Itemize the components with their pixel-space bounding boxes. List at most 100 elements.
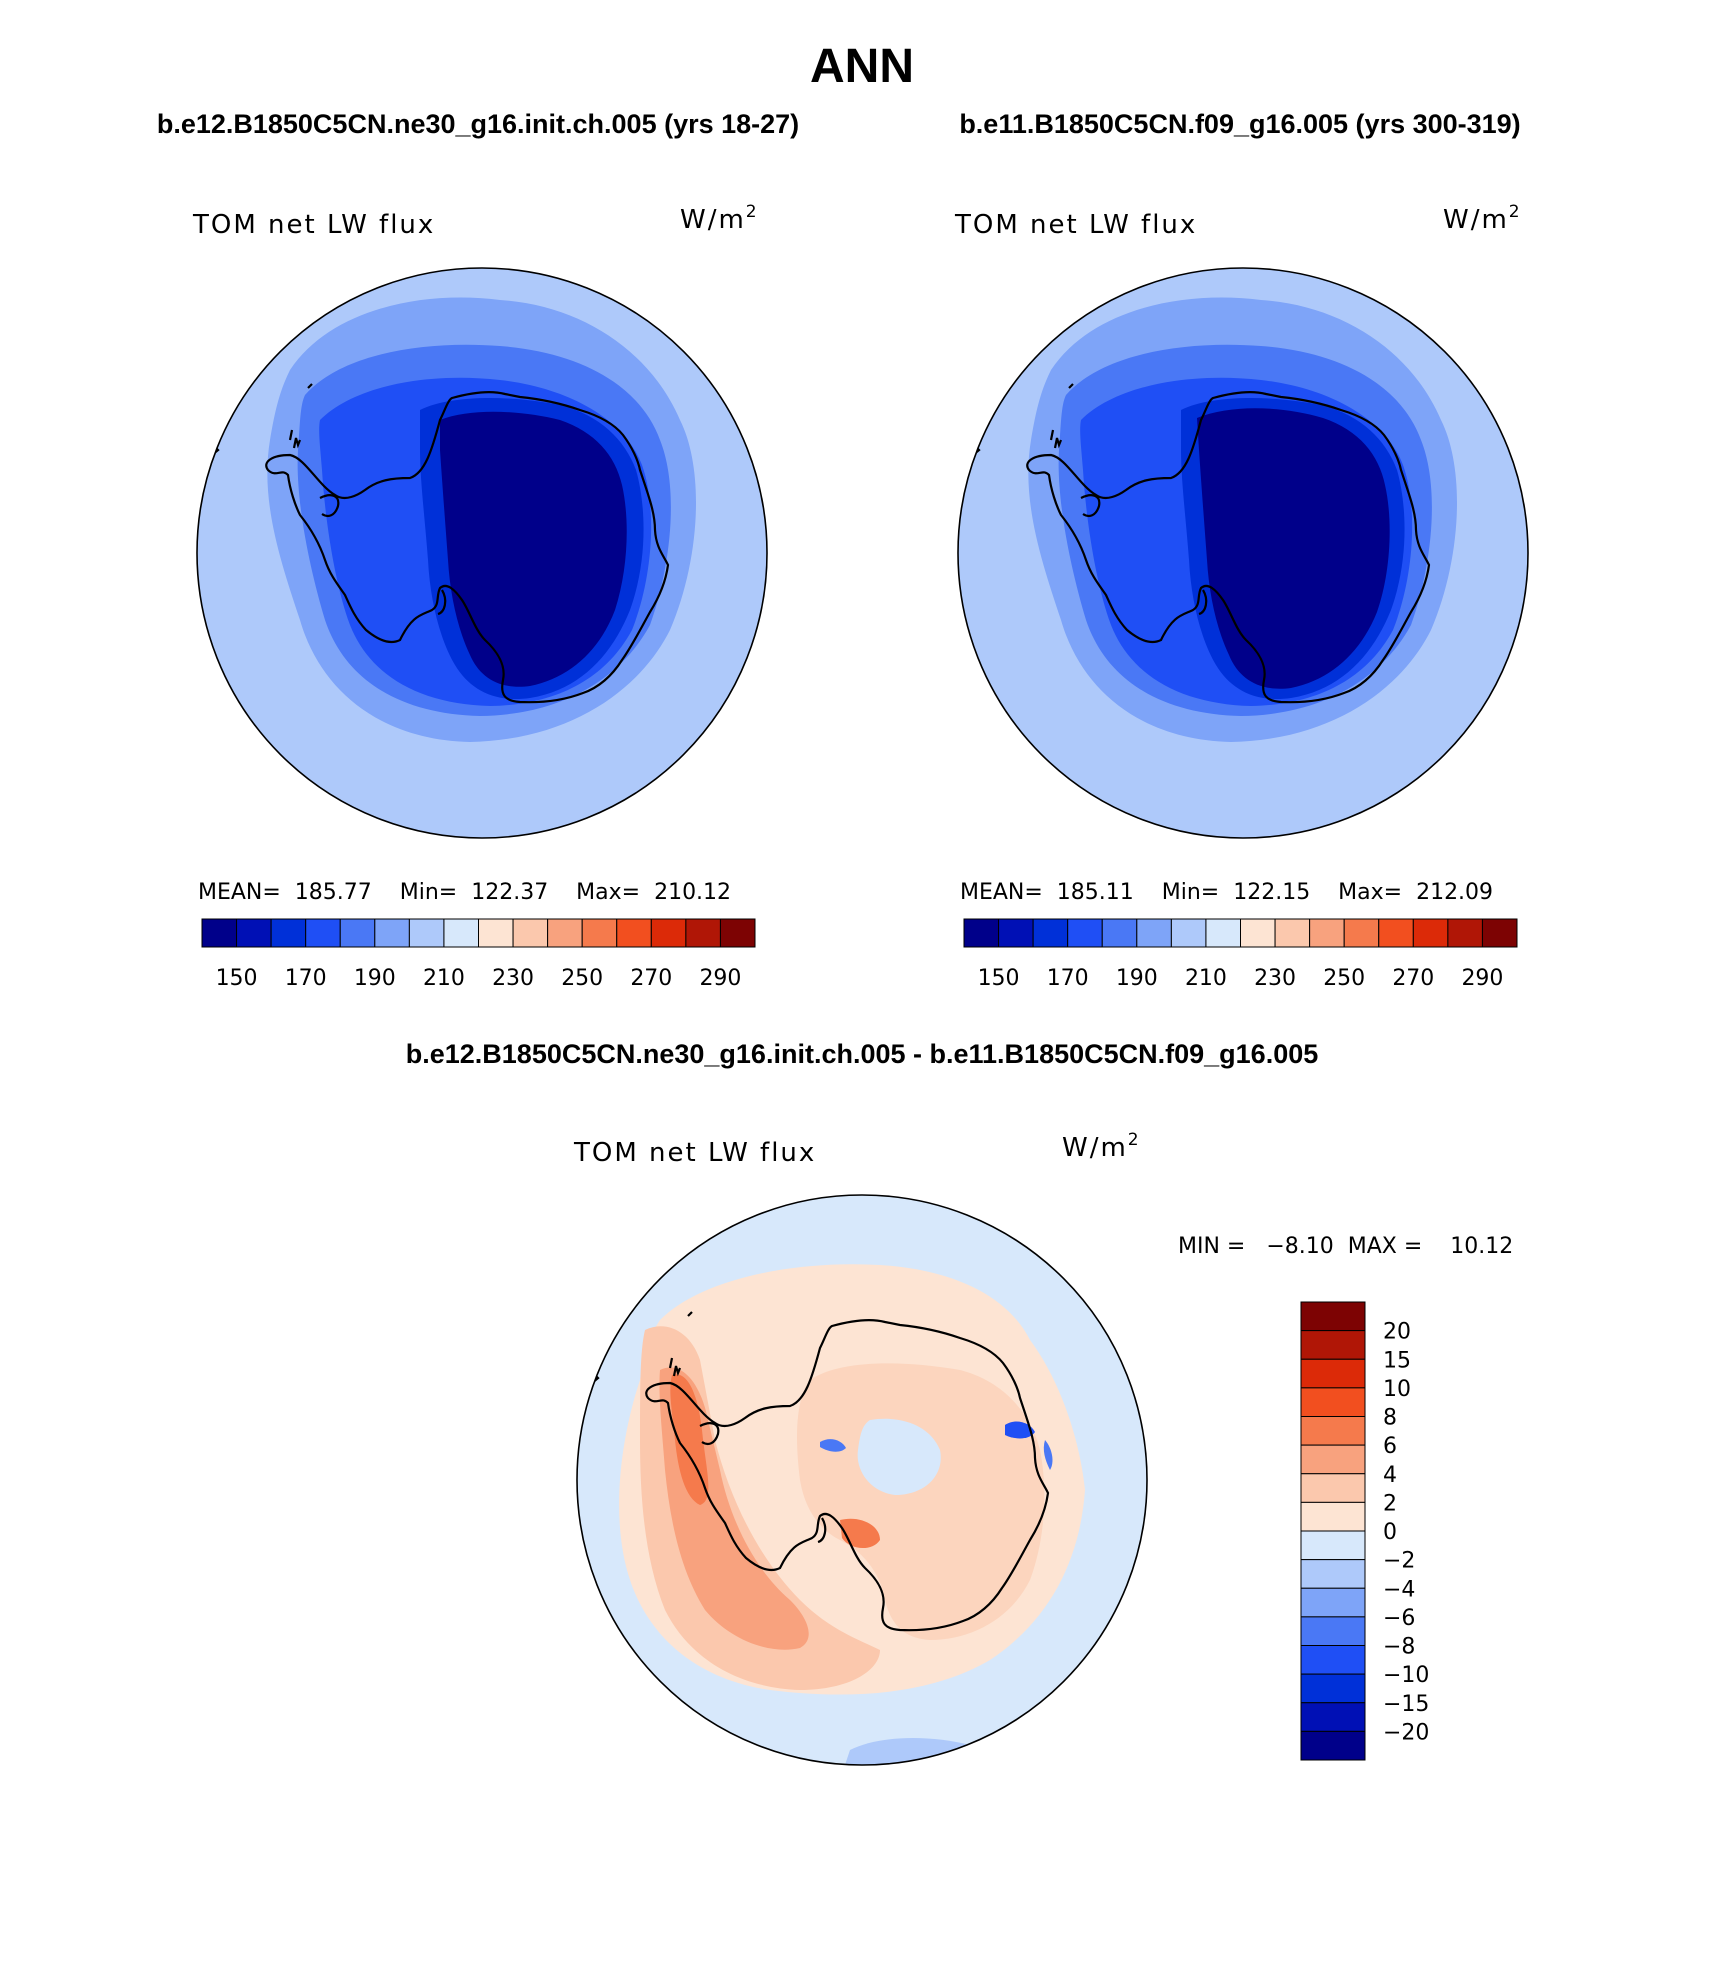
left-colorbar-box: [616, 918, 652, 948]
right-colorbar-box: [1412, 918, 1449, 948]
diff-colorbar-box: [1300, 1416, 1366, 1446]
left-panel: TOM net LW flux W/m2 MEAN= 185.77 Min= 1…: [192, 202, 768, 991]
right-colorbar-box: [1101, 918, 1138, 948]
diff-colorbar-tick-label: −20: [1383, 1720, 1429, 1745]
diff-colorbar-tick-label: −4: [1383, 1577, 1415, 1602]
left-colorbar-tick-label: 210: [423, 966, 465, 991]
left-colorbar-box: [270, 918, 307, 948]
right-colorbar-tick-label: 230: [1254, 966, 1296, 991]
diff-colorbar-box: [1300, 1358, 1366, 1389]
right-colorbar-box: [998, 918, 1034, 948]
diff-colorbar-box: [1300, 1330, 1366, 1360]
diff-colorbar-box: [1300, 1530, 1366, 1561]
right-colorbar-tick-label: 270: [1392, 966, 1434, 991]
right-stats: MEAN= 185.11 Min= 122.15 Max= 212.09: [960, 880, 1493, 905]
diff-colorbar-tick-label: 10: [1383, 1377, 1411, 1402]
right-colorbar-tick-label: 190: [1116, 966, 1158, 991]
diff-colorbar-box: [1300, 1645, 1366, 1675]
left-colorbar-box: [581, 918, 618, 948]
right-colorbar-tick-label: 210: [1185, 966, 1227, 991]
right-colorbar-box: [1447, 918, 1483, 948]
diff-colorbar-box: [1300, 1587, 1366, 1618]
right-colorbar-box: [1240, 918, 1276, 948]
difference-map: [577, 1195, 1147, 1765]
diff-colorbar-tick-label: −8: [1383, 1635, 1415, 1660]
left-map: [197, 268, 767, 838]
right-colorbar-tick-label: 250: [1323, 966, 1365, 991]
left-colorbar-box: [443, 918, 479, 948]
left-colorbar-tick-label: 250: [561, 966, 603, 991]
diff-colorbar-box: [1300, 1444, 1366, 1475]
diff-colorbar-box: [1300, 1473, 1366, 1503]
diff-colorbar-tick-label: −6: [1383, 1606, 1415, 1631]
right-colorbar-box: [1378, 918, 1414, 948]
left-colorbar-tick-label: 270: [630, 966, 672, 991]
left-stats: MEAN= 185.77 Min= 122.37 Max= 210.12: [198, 880, 731, 905]
left-colorbar: 150 170 190 210 230 250 270 290: [201, 918, 756, 991]
diff-colorbar-box: [1300, 1702, 1366, 1732]
right-colorbar-box: [1067, 918, 1103, 948]
difference-panel: TOM net LW flux W/m2 MIN = −8.10 MAX = 1…: [573, 1130, 1513, 1766]
right-colorbar-box: [1481, 918, 1518, 948]
left-colorbar-box: [201, 918, 238, 948]
right-colorbar-tick-label: 150: [978, 966, 1020, 991]
diff-colorbar-tick-label: 2: [1383, 1491, 1397, 1516]
right-colorbar-tick-label: 290: [1461, 966, 1503, 991]
right-colorbar-box: [1205, 918, 1241, 948]
diff-variable-label: TOM net LW flux: [573, 1138, 816, 1168]
left-colorbar-box: [512, 918, 549, 948]
diff-colorbar-box: [1300, 1730, 1366, 1761]
right-colorbar-box: [1170, 918, 1207, 948]
left-colorbar-box: [547, 918, 583, 948]
diff-min-max: MIN = −8.10 MAX = 10.12: [1178, 1234, 1513, 1259]
left-colorbar-tick-label: 170: [285, 966, 327, 991]
right-colorbar-box: [1274, 918, 1311, 948]
left-colorbar-box: [719, 918, 756, 948]
right-colorbar-tick-label: 170: [1047, 966, 1089, 991]
difference-title: b.e12.B1850C5CN.ne30_g16.init.ch.005 - b…: [406, 1039, 1319, 1069]
right-panel: TOM net LW flux W/m2 MEAN= 185.11 Min= 1…: [954, 202, 1529, 991]
left-colorbar-tick-label: 230: [492, 966, 534, 991]
left-case-title: b.e12.B1850C5CN.ne30_g16.init.ch.005 (yr…: [157, 109, 799, 139]
left-colorbar-box: [408, 918, 445, 948]
right-colorbar-box: [1032, 918, 1069, 948]
left-colorbar-box: [305, 918, 341, 948]
left-colorbar-box: [374, 918, 410, 948]
diff-colorbar-tick-label: −10: [1383, 1663, 1429, 1688]
right-variable-label: TOM net LW flux: [954, 210, 1197, 240]
right-colorbar-box: [963, 918, 1000, 948]
left-colorbar-box: [650, 918, 687, 948]
diff-colorbar-box: [1300, 1616, 1366, 1646]
left-colorbar-tick-label: 190: [354, 966, 396, 991]
diff-colorbar-tick-label: 0: [1383, 1520, 1397, 1545]
diff-colorbar-tick-label: −15: [1383, 1692, 1429, 1717]
diff-colorbar-box: [1300, 1559, 1366, 1589]
right-case-title: b.e11.B1850C5CN.f09_g16.005 (yrs 300-319…: [959, 109, 1520, 139]
right-colorbar-box: [1343, 918, 1380, 948]
left-colorbar-tick-label: 150: [216, 966, 258, 991]
left-colorbar-tick-label: 290: [699, 966, 741, 991]
right-units-label: W/m2: [1443, 202, 1522, 235]
left-units-label: W/m2: [680, 202, 759, 235]
right-map: [958, 268, 1528, 838]
diff-colorbar-tick-label: 20: [1383, 1320, 1411, 1345]
diff-colorbar-tick-label: −2: [1383, 1549, 1415, 1574]
diff-colorbar-tick-label: 15: [1383, 1348, 1411, 1373]
left-variable-label: TOM net LW flux: [192, 210, 435, 240]
left-colorbar-box: [236, 918, 272, 948]
diff-colorbar-box: [1300, 1673, 1366, 1704]
figure-title: ANN: [810, 40, 914, 93]
diff-colorbar-box: [1300, 1387, 1366, 1417]
left-colorbar-box: [478, 918, 514, 948]
diff-units-label: W/m2: [1062, 1130, 1141, 1163]
right-colorbar: 150 170 190 210 230 250 270 290: [963, 918, 1518, 991]
right-colorbar-box: [1136, 918, 1172, 948]
left-colorbar-box: [339, 918, 376, 948]
diff-colorbar-tick-label: 6: [1383, 1434, 1397, 1459]
diff-colorbar-box: [1300, 1501, 1366, 1532]
diff-colorbar-tick-label: 4: [1383, 1463, 1397, 1488]
left-colorbar-box: [685, 918, 721, 948]
diff-colorbar-box: [1300, 1301, 1366, 1332]
